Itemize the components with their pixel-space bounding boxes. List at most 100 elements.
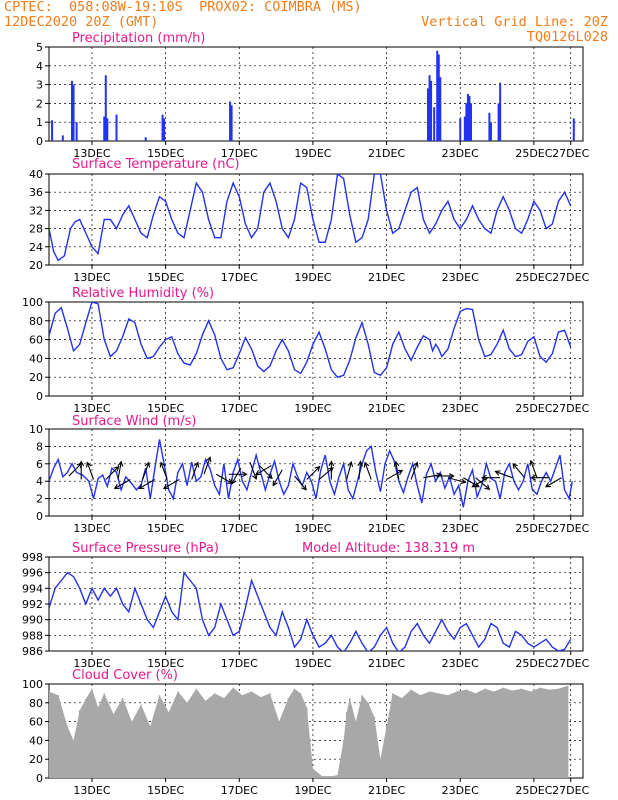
x-tick-label: 25DEC [515,657,552,670]
cloud-cover-bar [330,776,333,778]
wind-arrow-shaft [423,474,442,479]
panel-data [51,50,575,141]
wind-arrow-head [363,461,370,468]
precip-bar [71,80,74,141]
series-line [49,570,572,651]
cloud-cover-bar [419,695,422,778]
panel-frame [48,46,584,142]
x-tick-label: 19DEC [294,522,331,535]
panel-title: Surface Wind (m/s) [72,414,196,429]
x-tick-label: 21DEC [368,784,405,797]
wind-arrow-head [78,460,85,467]
x-tick-label: 19DEC [294,657,331,670]
cloud-cover-bar [391,693,394,778]
precip-bar [104,75,107,141]
series-line [49,302,572,379]
y-tick-label: 8 [36,440,43,453]
precip-bar [427,88,430,141]
wind-arrow-shaft [358,461,362,480]
x-tick-label: 13DEC [73,147,110,160]
cloud-cover-bar [373,716,376,778]
cloud-cover-bar [250,691,253,778]
wind-arrow-head [494,470,501,476]
x-tick-label: 27DEC [552,271,589,284]
x-tick-label: 23DEC [442,271,479,284]
precip-bar [469,103,472,141]
panel-data [49,439,573,508]
x-tick-label: 27DEC [552,402,589,415]
precip-bar [75,122,78,141]
precip-bar [433,107,436,141]
x-tick-label: 25DEC [515,522,552,535]
precip-bar [428,75,431,141]
panel-title: Precipitation (mm/h) [72,31,205,46]
y-tick-label: 28 [29,223,43,236]
wind-arrow-shaft [231,467,242,485]
wind-arrow-shaft [139,478,156,489]
wind-arrow-shaft [142,462,150,480]
wind-arrow-head [529,459,535,466]
precip-bar [465,103,468,141]
x-tick-label: 27DEC [552,657,589,670]
cloud-cover-bar [140,704,142,778]
wind-arrow-head [471,482,478,488]
panel-data [49,570,572,651]
wind-arrow-shaft [530,460,538,478]
wind-arrow-shaft [447,477,466,483]
y-tick-label: 20 [29,753,43,766]
x-tick-label: 15DEC [147,402,184,415]
panel-data [49,174,572,262]
cloud-cover-bar [342,740,345,778]
wind-arrow-shaft [294,475,307,491]
precip-bar [161,114,164,141]
wind-arrow-shaft [512,463,526,479]
cloud-cover-bar [349,698,351,778]
wind-arrow-shaft [495,471,513,479]
cloud-cover-bar [287,698,290,778]
wind-arrow-head [117,460,124,467]
x-tick-label: 23DEC [442,522,479,535]
wind-arrow-head [484,484,491,491]
cloud-cover-bar [131,721,133,778]
y-tick-label: 10 [29,423,43,436]
wind-arrow-head [397,469,404,476]
x-tick-label: 19DEC [294,402,331,415]
precip-bar [437,54,440,141]
wind-arrow-shaft [475,477,490,490]
panel-title: Relative Humidity (%) [72,286,214,301]
cloud-cover-bar [520,688,523,778]
precip-bar [115,114,118,141]
y-tick-label: 5 [36,41,43,54]
wind-arrow-head [480,474,487,481]
wind-arrow-head [86,461,92,468]
y-tick-label: 20 [29,259,43,272]
wind-arrow-shaft [117,461,122,480]
cloud-cover-bar [72,740,75,778]
x-tick-label: 17DEC [221,522,258,535]
wind-arrow-shaft [191,462,199,480]
cloud-cover-bar [428,691,431,778]
wind-arrow-head [231,478,237,485]
cloud-cover-bar [345,712,348,778]
cloud-cover-bar [465,689,468,778]
cloud-cover-bar [213,693,216,778]
wind-arrow-head [357,460,364,467]
cloud-cover-bar [410,689,412,778]
y-tick-label: 80 [29,697,43,710]
y-tick-label: 40 [29,352,43,365]
wind-arrow-head [544,482,551,488]
panel-0: 0 1 2 3 4 5 13DEC 15DEC 17DEC 19DEC 21DEC 23DEC 25DE… [36,31,590,160]
cloud-cover-bar [269,693,271,778]
y-tick-label: 998 [22,551,43,564]
wind-arrow-shaft [86,462,95,480]
wind-arrow-shaft [545,477,562,488]
x-tick-label: 25DEC [515,271,552,284]
x-tick-label: 23DEC [442,402,479,415]
precip-bar [430,80,433,141]
wind-arrow-shaft [364,462,372,480]
x-tick-label: 23DEC [442,147,479,160]
wind-arrow-shaft [114,478,131,489]
x-tick-label: 15DEC [147,784,184,797]
x-tick-label: 17DEC [221,784,258,797]
wind-arrow-head [530,474,536,481]
